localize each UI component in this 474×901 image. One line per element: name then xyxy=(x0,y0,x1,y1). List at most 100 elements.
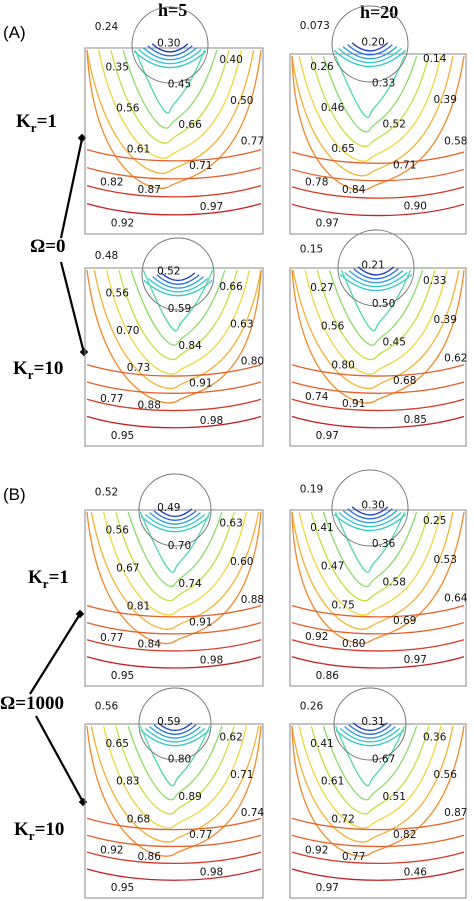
isotherm-curve xyxy=(298,55,442,162)
isotherm-curve xyxy=(338,48,402,64)
column-header-h5: h=5 xyxy=(158,0,188,20)
isotherm-curve xyxy=(156,274,200,285)
isotherm-value-label: 0.31 xyxy=(361,716,384,728)
isotherm-curve xyxy=(122,49,218,129)
isotherm-value-label: 0.19 xyxy=(300,483,323,495)
isotherm-value-label: 0.72 xyxy=(331,813,354,825)
cylinder-outline xyxy=(131,6,209,84)
isotherm-curve xyxy=(160,272,196,282)
isotherm-curve xyxy=(344,272,408,288)
isotherm-value-label: 0.65 xyxy=(106,738,129,750)
isotherm-curve xyxy=(127,511,223,588)
isotherm-curve xyxy=(291,868,465,881)
isotherm-curve xyxy=(102,511,248,616)
isotherm-curve xyxy=(291,364,465,377)
isotherm-value-label: 0.68 xyxy=(127,813,150,825)
isotherm-value-label: 0.86 xyxy=(138,851,162,863)
contour-panel-omega0-kr1-h5: 0.24 0.30 0.40 0.35 0.45 0.50 0.56 0.66 0.77 0.61… xyxy=(84,6,264,235)
isotherm-curve xyxy=(152,276,204,289)
isotherm-value-label: 0.83 xyxy=(116,776,139,788)
isotherm-value-label: 0.24 xyxy=(95,21,119,33)
isotherm-curve xyxy=(86,834,262,848)
isotherm-value-label: 0.80 xyxy=(241,356,264,368)
isotherm-curve xyxy=(86,511,262,645)
contour-panel-omega1000-kr1-h20: 0.19 0.30 0.25 0.41 0.36 0.53 0.47 0.58 0.64 0.75… xyxy=(289,469,468,687)
isotherm-value-label: 0.75 xyxy=(331,599,354,611)
isotherm-curve xyxy=(86,49,255,174)
isotherm-curve xyxy=(157,722,193,732)
isotherm-value-label: 0.56 xyxy=(95,700,119,712)
isotherm-value-label: 0.74 xyxy=(178,578,202,590)
isotherm-curve xyxy=(90,725,260,843)
isotherm-value-label: 0.81 xyxy=(127,601,150,613)
isotherm-curve xyxy=(110,49,230,144)
kr-label-b-row2: Kr=10 xyxy=(14,819,65,843)
isotherm-curve xyxy=(304,269,448,375)
isotherm-value-label: 0.45 xyxy=(383,337,406,349)
isotherm-curve xyxy=(86,269,262,404)
isotherm-value-label: 0.97 xyxy=(316,217,339,229)
isotherm-curve xyxy=(342,510,398,524)
isotherm-curve xyxy=(310,55,430,148)
isotherm-value-label: 0.92 xyxy=(100,844,123,856)
enclosure-frame xyxy=(289,509,467,687)
isotherm-value-label: 0.92 xyxy=(111,217,134,229)
isotherm-value-label: 0.61 xyxy=(321,776,344,788)
isotherm-curve xyxy=(291,511,465,645)
isotherm-curve xyxy=(291,203,465,217)
isotherm-curve xyxy=(351,506,389,516)
isotherm-value-label: 0.52 xyxy=(383,119,406,131)
enclosure-frame xyxy=(84,509,264,687)
isotherm-value-label: 0.80 xyxy=(168,754,191,766)
isotherm-curve xyxy=(291,269,465,404)
isotherm-curve xyxy=(328,269,424,346)
isotherm-curve xyxy=(139,511,211,573)
isotherm-value-label: 0.84 xyxy=(178,340,202,352)
isotherm-curve xyxy=(334,55,406,118)
section-label-a: (A) xyxy=(3,23,26,42)
isotherm-value-label: 0.27 xyxy=(310,282,333,294)
isotherm-value-label: 0.74 xyxy=(241,807,265,819)
enclosure-frame xyxy=(84,267,264,447)
isotherm-value-label: 0.91 xyxy=(189,378,212,390)
isotherm-value-label: 0.36 xyxy=(423,731,447,743)
isotherm-curve xyxy=(316,269,436,361)
isotherm-curve xyxy=(147,45,193,57)
cylinder-outline xyxy=(337,229,415,307)
contour-panel-omega0-kr10-h20: 0.15 0.21 0.33 0.27 0.50 0.39 0.56 0.45 0.62 0.80… xyxy=(289,229,467,447)
isotherm-value-label: 0.30 xyxy=(361,499,384,511)
isotherm-value-label: 0.53 xyxy=(434,554,457,566)
isotherm-value-label: 0.60 xyxy=(230,556,253,568)
isotherm-value-label: 0.46 xyxy=(404,867,428,879)
isotherm-curve xyxy=(86,656,262,669)
connector-a-upper-marker xyxy=(77,133,87,143)
isotherm-value-label: 0.56 xyxy=(116,103,140,115)
isotherm-value-label: 0.56 xyxy=(106,524,130,536)
isotherm-value-label: 0.49 xyxy=(157,502,180,514)
isotherm-curve xyxy=(86,364,262,377)
enclosure-frame xyxy=(289,723,467,899)
isotherm-value-label: 0.71 xyxy=(230,769,253,781)
isotherm-curve xyxy=(348,270,404,284)
isotherm-value-label: 0.98 xyxy=(200,867,223,879)
isotherm-curve xyxy=(93,269,262,390)
isotherm-value-label: 0.88 xyxy=(241,594,264,606)
isotherm-value-label: 0.87 xyxy=(138,184,161,196)
isotherm-value-label: 0.47 xyxy=(321,561,344,573)
isotherm-curve xyxy=(291,381,465,394)
isotherm-curve xyxy=(144,514,206,529)
isotherm-value-label: 0.46 xyxy=(321,102,345,114)
isotherm-value-label: 0.77 xyxy=(342,851,365,863)
isotherm-curve xyxy=(138,49,202,65)
isotherm-value-label: 0.62 xyxy=(219,731,242,743)
isotherm-curve xyxy=(352,722,388,732)
isotherm-value-label: 0.98 xyxy=(200,415,223,427)
isotherm-curve xyxy=(105,269,251,375)
cylinder-outline xyxy=(331,469,409,547)
isotherm-value-label: 0.63 xyxy=(219,518,242,530)
isotherm-value-label: 0.39 xyxy=(434,314,457,326)
isotherm-value-label: 0.90 xyxy=(404,201,427,213)
isotherm-curve xyxy=(118,269,238,361)
section-label-b: (B) xyxy=(3,485,26,504)
